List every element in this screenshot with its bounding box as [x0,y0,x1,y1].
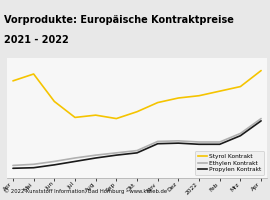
Text: Vorprodukte: Europäische Kontraktpreise: Vorprodukte: Europäische Kontraktpreise [4,15,234,25]
Legend: Styrol Kontrakt, Ethylen Kontrakt, Propylen Kontrakt: Styrol Kontrakt, Ethylen Kontrakt, Propy… [195,151,264,175]
Text: 2021 - 2022: 2021 - 2022 [4,35,69,45]
Text: © 2022 Kunststoff Information, Bad Homburg - www.kiweb.de: © 2022 Kunststoff Information, Bad Hombu… [4,188,167,194]
